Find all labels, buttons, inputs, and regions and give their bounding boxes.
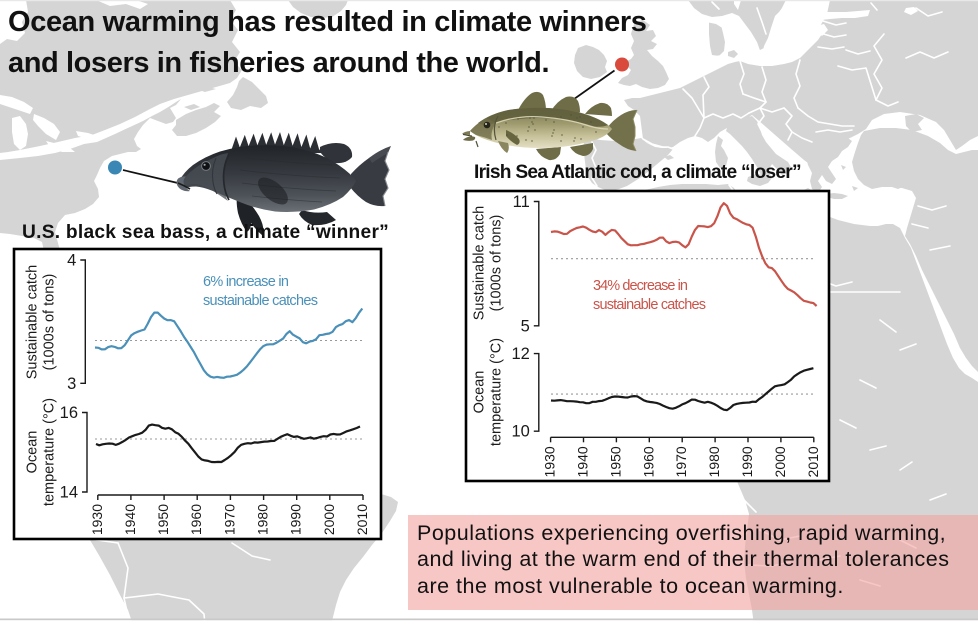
svg-text:1950: 1950 [155, 504, 171, 535]
svg-text:2000: 2000 [772, 446, 788, 477]
svg-text:1940: 1940 [575, 446, 591, 477]
svg-text:5: 5 [521, 317, 530, 335]
svg-text:1970: 1970 [673, 446, 689, 477]
svg-text:(1000s of tons): (1000s of tons) [489, 215, 505, 312]
svg-text:1930: 1930 [542, 446, 558, 477]
svg-text:2000: 2000 [321, 504, 337, 535]
svg-text:14: 14 [60, 484, 78, 502]
svg-text:16: 16 [60, 404, 78, 422]
svg-text:6% increase in: 6% increase in [203, 274, 289, 290]
svg-text:Ocean: Ocean [472, 371, 488, 414]
svg-text:10: 10 [511, 423, 529, 441]
svg-text:Ocean: Ocean [25, 431, 41, 474]
svg-text:4: 4 [67, 252, 76, 270]
svg-text:12: 12 [511, 345, 529, 363]
svg-text:34% decrease in: 34% decrease in [593, 278, 688, 294]
svg-text:2010: 2010 [354, 504, 370, 535]
svg-text:1930: 1930 [89, 504, 105, 535]
svg-text:3: 3 [67, 375, 76, 393]
svg-text:temperature (°C): temperature (°C) [489, 338, 505, 446]
svg-text:temperature (°C): temperature (°C) [42, 398, 58, 506]
svg-text:1940: 1940 [122, 504, 138, 535]
svg-text:1970: 1970 [221, 504, 237, 535]
svg-text:Sustainable catch: Sustainable catch [472, 206, 488, 320]
svg-text:sustainable catches: sustainable catches [593, 297, 706, 313]
svg-text:sustainable catches: sustainable catches [203, 293, 318, 309]
svg-text:1960: 1960 [640, 446, 656, 477]
svg-text:(1000s of tons): (1000s of tons) [42, 274, 58, 371]
svg-text:Sustainable catch: Sustainable catch [25, 265, 41, 379]
svg-text:2010: 2010 [805, 446, 821, 477]
svg-text:1950: 1950 [607, 446, 623, 477]
svg-text:1990: 1990 [739, 446, 755, 477]
svg-text:11: 11 [513, 193, 530, 211]
svg-text:1980: 1980 [255, 504, 271, 535]
svg-text:1990: 1990 [288, 504, 304, 535]
svg-text:1960: 1960 [188, 504, 204, 535]
svg-text:1980: 1980 [706, 446, 722, 477]
